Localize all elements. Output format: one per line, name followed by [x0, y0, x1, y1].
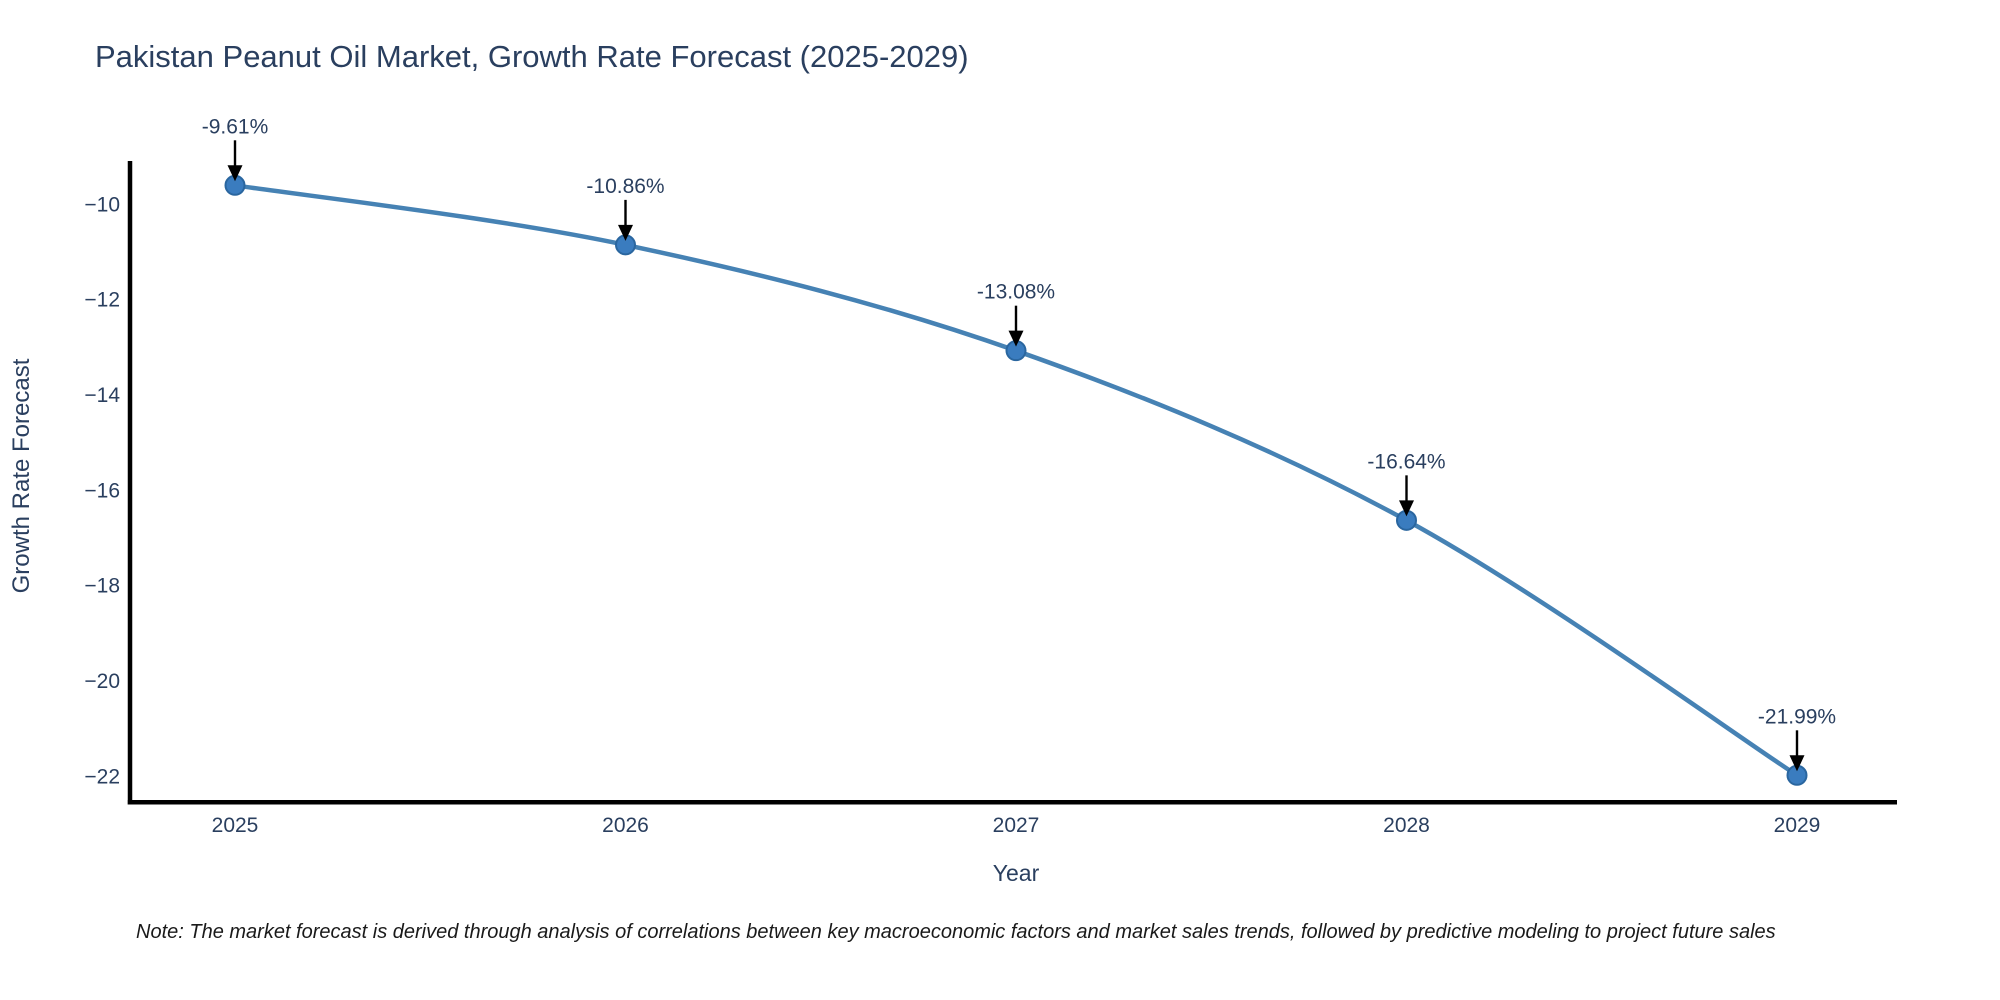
x-tick-label: 2029 — [1774, 814, 1821, 837]
y-tick-labels: −10 −12 −14 −16 −18 −20 −22 — [84, 193, 120, 788]
y-tick-label: −10 — [84, 193, 120, 216]
annotation-arrowhead-icon — [618, 224, 633, 241]
annotation-arrowhead-icon — [1399, 500, 1414, 517]
forecast-line — [232, 183, 1800, 778]
data-markers — [224, 174, 1808, 786]
y-tick-label: −20 — [84, 670, 120, 693]
x-axis-title: Year — [993, 860, 1040, 886]
annotation-arrowhead-icon — [1789, 755, 1805, 772]
y-tick-label: −16 — [84, 479, 120, 502]
annotation-label: -13.08% — [977, 281, 1055, 304]
y-tick-label: −12 — [84, 289, 120, 312]
y-tick-label: −18 — [84, 575, 120, 598]
chart-title: Pakistan Peanut Oil Market, Growth Rate … — [95, 39, 969, 74]
annotation-label: -21.99% — [1758, 705, 1836, 728]
x-tick-labels: 2025 2026 2027 2028 2029 — [212, 814, 1821, 837]
annotation-label: -10.86% — [586, 175, 664, 198]
y-tick-label: −22 — [84, 765, 120, 788]
x-tick-label: 2025 — [212, 814, 259, 837]
series-line-group — [232, 183, 1800, 778]
y-tick-label: −14 — [84, 384, 120, 407]
x-tick-label: 2026 — [602, 814, 649, 837]
annotation-arrowhead-icon — [1008, 330, 1024, 347]
annotation-arrowhead-icon — [227, 165, 243, 182]
x-tick-label: 2028 — [1383, 814, 1430, 837]
footnote: Note: The market forecast is derived thr… — [136, 921, 1776, 943]
y-axis-title: Growth Rate Forecast — [8, 358, 35, 593]
annotation-label: -9.61% — [202, 115, 269, 138]
point-annotations: -9.61% -10.86% -13.08% -16.64% -21.99% — [202, 115, 1836, 772]
annotation-label: -16.64% — [1367, 450, 1445, 473]
x-tick-label: 2027 — [993, 814, 1040, 837]
